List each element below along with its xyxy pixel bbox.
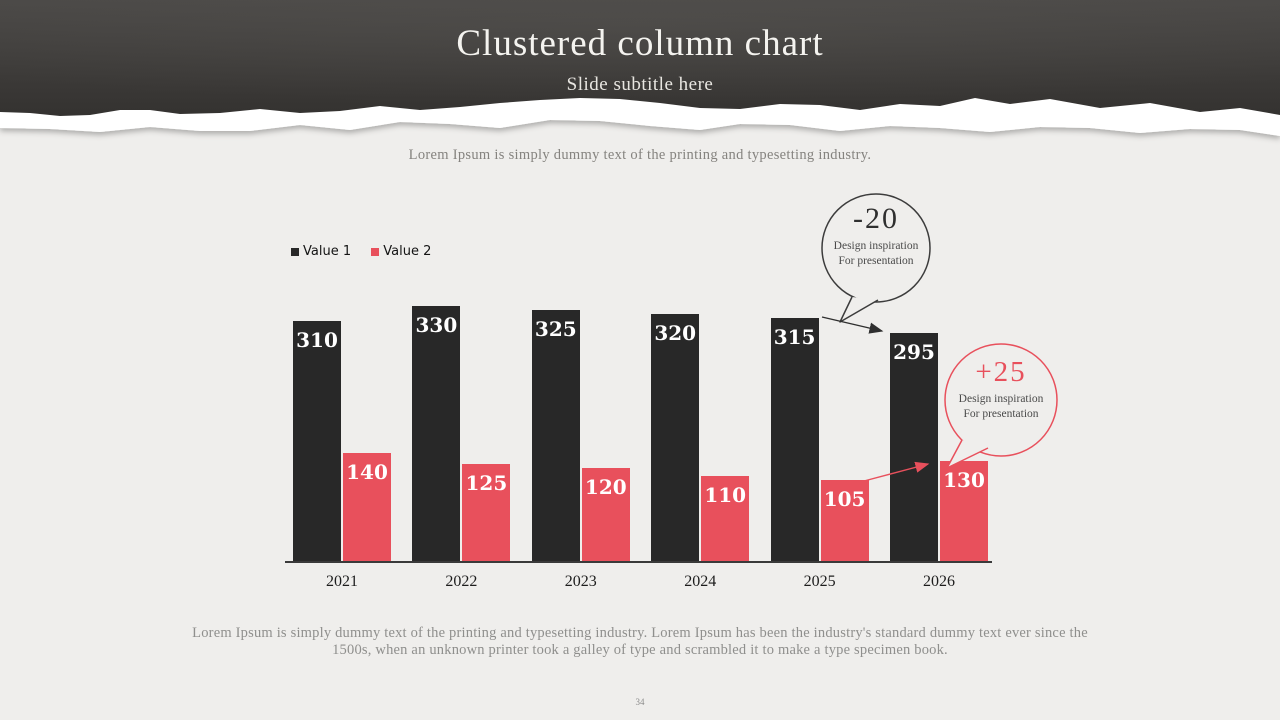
bar-value1-2024: 320 [651, 314, 700, 561]
legend-swatch-value2 [371, 247, 380, 256]
bar-value-label-value2-2026: 130 [943, 468, 985, 492]
callout-delta-positive: +25 [975, 356, 1027, 388]
intro-text: Lorem Ipsum is simply dummy text of the … [408, 147, 872, 163]
bar-value2-2022: 125 [462, 464, 511, 561]
header-texture-light [0, 0, 1280, 116]
page-number: 34 [635, 697, 645, 707]
legend-label-value1: Value 1 [303, 244, 352, 259]
bar-value2-2024: 110 [701, 476, 750, 561]
slide-title: Clustered column chart [456, 23, 824, 64]
legend-item-value1: Value 1 [291, 244, 351, 259]
bar-value2-2026: 130 [940, 461, 988, 561]
bar-value-label-value1-2025: 315 [773, 325, 816, 349]
x-axis-label-2026: 2026 [923, 573, 955, 590]
x-axis-label-2022: 2022 [445, 573, 478, 590]
clustered-column-chart: 310 140 2021 330 125 2022 325 120 2023 320 110 2024… [285, 300, 995, 590]
bar-value-label-value2-2023: 120 [584, 475, 627, 499]
x-axis-label-2025: 2025 [803, 573, 836, 590]
legend-item-value2: Value 2 [371, 244, 431, 259]
bar-value-label-value2-2021: 140 [346, 460, 388, 484]
bar-value-label-value2-2024: 110 [704, 483, 747, 507]
bar-value-label-value1-2022: 330 [415, 313, 458, 337]
bar-value1-2026: 295 [890, 333, 938, 561]
bar-value1-2025: 315 [770, 318, 819, 561]
bar-value2-2023: 120 [581, 468, 630, 561]
callout-delta-negative: -20 [853, 202, 899, 235]
bar-value-label-value2-2025: 105 [823, 487, 866, 511]
bar-value-label-value1-2026: 295 [893, 340, 935, 364]
callout-bubble-negative: -20 Design inspiration For presentation [822, 202, 930, 269]
bar-value-label-value2-2022: 125 [465, 471, 508, 495]
callout-text-negative: Design inspiration For presentation [833, 240, 919, 267]
footer-text: Lorem Ipsum is simply dummy text of the … [192, 625, 1088, 658]
legend-label-value2: Value 2 [383, 244, 432, 259]
x-axis-label-2021: 2021 [326, 573, 358, 590]
bar-value1-2021: 310 [293, 321, 341, 561]
callout-text-positive: Design inspiration For presentation [958, 393, 1044, 420]
slide-subtitle: Slide subtitle here [566, 74, 714, 95]
bar-value2-2025: 105 [820, 480, 869, 561]
bar-value1-2022: 330 [412, 306, 461, 561]
bar-value1-2023: 325 [531, 310, 580, 561]
bar-value-label-value1-2023: 325 [534, 317, 577, 341]
chart-legend: Value 1 Value 2 [291, 244, 447, 260]
callout-bubble-positive: +25 Design inspiration For presentation [946, 356, 1056, 422]
x-axis-line [285, 561, 992, 563]
legend-swatch-value1 [291, 247, 299, 256]
x-axis-label-2024: 2024 [684, 573, 717, 590]
x-axis-label-2023: 2023 [564, 573, 597, 590]
torn-paper-header-background [0, 0, 1280, 136]
bar-value2-2021: 140 [343, 453, 391, 561]
bar-value-label-value1-2024: 320 [654, 321, 697, 345]
bar-value-label-value1-2021: 310 [296, 328, 338, 352]
